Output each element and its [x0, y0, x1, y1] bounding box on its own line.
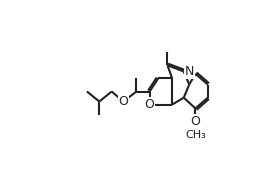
Text: CH₃: CH₃	[184, 130, 205, 140]
Text: O: O	[118, 95, 128, 108]
Text: N: N	[184, 65, 193, 78]
Text: O: O	[144, 98, 154, 111]
Text: O: O	[190, 115, 200, 128]
